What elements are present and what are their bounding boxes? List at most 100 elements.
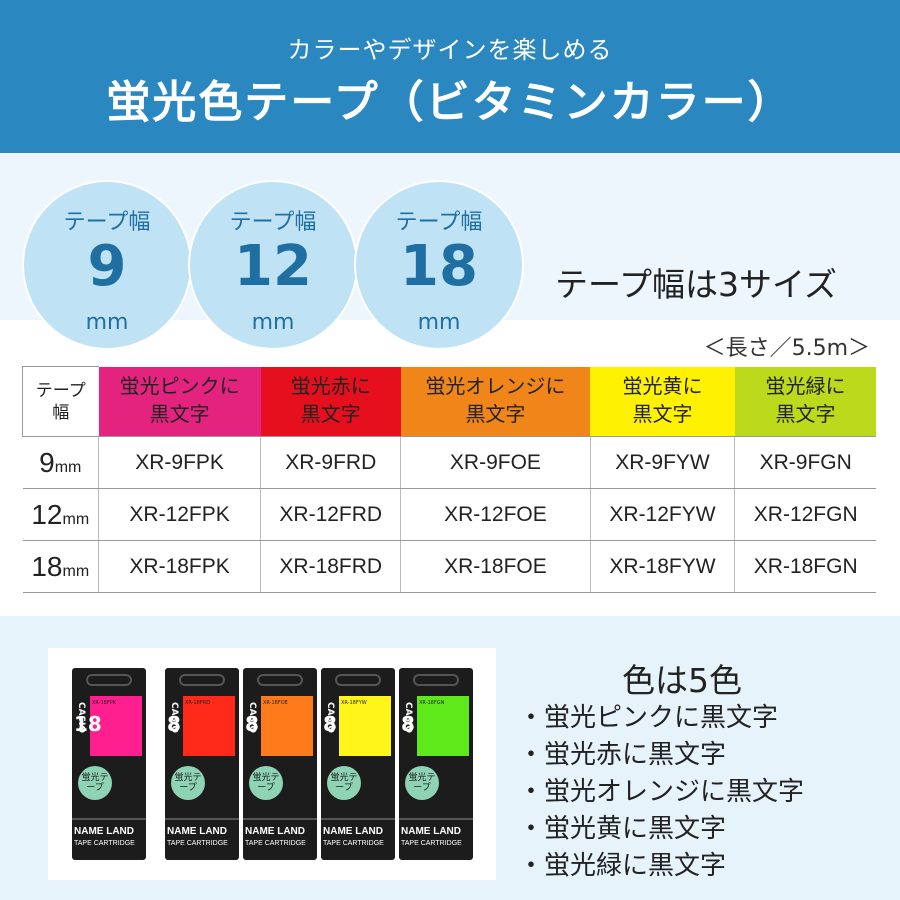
brand-subtitle: TAPE CARTRIDGE: [401, 840, 462, 847]
header-yellow: 蛍光黄に 黒文字: [590, 366, 735, 437]
product-code: XR-9FGN: [734, 436, 876, 489]
cartridge-size: 8: [245, 712, 259, 736]
width-circle-label: テープ幅: [63, 210, 151, 235]
width-circle-9: テープ幅 9 mm: [22, 180, 192, 350]
product-code: XR-12FPK: [97, 488, 261, 541]
cartridge-badge: 蛍光テープ: [327, 766, 361, 800]
header-line1: 蛍光黄に: [622, 376, 703, 399]
colors-list: 蛍光ピンクに黒文字 蛍光赤に黒文字 蛍光オレンジに黒文字 蛍光黄に黒文字 蛍光緑…: [518, 700, 804, 885]
width-circle-unit: mm: [417, 310, 461, 335]
hang-hole-icon: [86, 674, 132, 686]
cartridge-size: 8: [323, 712, 337, 736]
width-circle-unit: mm: [85, 310, 129, 335]
corner-header-line1: テープ: [35, 380, 86, 400]
cartridge-code: XR-18FRD: [185, 700, 211, 706]
brand-name: NAME LAND: [167, 826, 227, 837]
tape-window: XR-18FGN: [417, 696, 469, 756]
tape-window: XR-18FPK: [90, 696, 142, 756]
cartridge-code: XR-18FOE: [263, 700, 288, 706]
product-code: XR-18FPK: [97, 540, 261, 593]
header-line1: 蛍光緑に: [765, 376, 846, 399]
cartridge-size: 8: [401, 712, 415, 736]
tape-cartridge-orange: CASIO XR-18FOE 8 蛍光テープ NAME LAND TAPE CA…: [243, 668, 317, 860]
product-code: XR-9FOE: [400, 436, 591, 489]
tape-window: XR-18FYW: [339, 696, 391, 756]
hang-hole-icon: [257, 674, 303, 686]
table-row: 18mm XR-18FPK XR-18FRD XR-18FOE XR-18FYW…: [22, 540, 876, 593]
cartridge-badge: 蛍光テープ: [171, 766, 205, 800]
header-banner: カラーやデザインを楽しめる 蛍光色テープ（ビタミンカラー）: [0, 0, 900, 153]
colors-title: 色は5色: [622, 661, 742, 700]
divider: [321, 818, 395, 820]
header-line2: 黒文字: [149, 404, 210, 427]
header-line1: 蛍光オレンジに: [425, 376, 566, 399]
divider: [165, 818, 239, 820]
cartridge-code: XR-18FPK: [92, 700, 117, 706]
product-code: XR-18FRD: [260, 540, 401, 593]
header-title: 蛍光色テープ（ビタミンカラー）: [106, 77, 794, 128]
row-width: 9mm: [22, 436, 99, 489]
sizes-text: テープ幅は3サイズ: [555, 265, 838, 304]
tape-cartridge-red: CASIO XR-18FRD 8 蛍光テープ NAME LAND TAPE CA…: [165, 668, 239, 860]
tape-cartridge-yellow: CASIO XR-18FYW 8 蛍光テープ NAME LAND TAPE CA…: [321, 668, 395, 860]
row-width-unit: mm: [62, 510, 90, 528]
cartridge-badge: 蛍光テープ: [405, 766, 439, 800]
product-code: XR-18FOE: [400, 540, 591, 593]
brand-name: NAME LAND: [323, 826, 383, 837]
header-subtitle: カラーやデザインを楽しめる: [287, 36, 613, 64]
list-item: 蛍光黄に黒文字: [518, 811, 804, 848]
product-code: XR-9FRD: [260, 436, 401, 489]
header-line2: 黒文字: [632, 404, 693, 427]
cartridge-size: 18: [74, 712, 102, 736]
brand-subtitle: TAPE CARTRIDGE: [245, 840, 306, 847]
brand-name: NAME LAND: [74, 826, 134, 837]
width-circle-value: 18: [400, 234, 478, 299]
cartridge-badge: 蛍光テープ: [78, 766, 112, 800]
row-width-value: 9: [39, 446, 55, 478]
row-width-value: 12: [31, 498, 63, 530]
header-red: 蛍光赤に 黒文字: [260, 366, 401, 437]
tape-window: XR-18FOE: [261, 696, 313, 756]
width-circle-12: テープ幅 12 mm: [188, 180, 358, 350]
brand-name: NAME LAND: [401, 826, 461, 837]
row-width-unit: mm: [62, 562, 90, 580]
product-code: XR-12FGN: [734, 488, 876, 541]
product-photo: CASIO XR-18FPK 18 蛍光テープ NAME LAND TAPE C…: [48, 648, 496, 880]
width-circle-unit: mm: [251, 310, 295, 335]
width-circle-value: 12: [234, 234, 312, 299]
header-line1: 蛍光ピンクに: [119, 376, 240, 399]
header-green: 蛍光緑に 黒文字: [734, 366, 876, 437]
product-code: XR-9FPK: [97, 436, 261, 489]
header-line2: 黒文字: [300, 404, 361, 427]
list-item: 蛍光赤に黒文字: [518, 737, 804, 774]
cartridge-code: XR-18FGN: [419, 700, 445, 706]
product-code: XR-12FRD: [260, 488, 401, 541]
header-pink: 蛍光ピンクに 黒文字: [98, 366, 261, 437]
product-code: XR-18FYW: [589, 540, 735, 593]
product-code-table: テープ 幅 蛍光ピンクに 黒文字 蛍光赤に 黒文字 蛍光オレンジに 黒文字 蛍光黄に黒…: [22, 366, 876, 593]
width-circle-label: テープ幅: [229, 210, 317, 235]
width-circle-label: テープ幅: [395, 210, 483, 235]
cartridge-badge: 蛍光テープ: [249, 766, 283, 800]
row-width: 12mm: [22, 488, 99, 541]
corner-header-line2: 幅: [52, 402, 70, 422]
brand-name: NAME LAND: [245, 826, 305, 837]
table-row: 9mm XR-9FPK XR-9FRD XR-9FOE XR-9FYW XR-9…: [22, 436, 876, 489]
brand-subtitle: TAPE CARTRIDGE: [74, 840, 135, 847]
table-row: 12mm XR-12FPK XR-12FRD XR-12FOE XR-12FYW…: [22, 488, 876, 541]
brand-subtitle: TAPE CARTRIDGE: [167, 840, 228, 847]
corner-header: テープ 幅: [22, 366, 99, 437]
width-circle-value: 9: [87, 234, 127, 299]
row-width: 18mm: [22, 540, 99, 593]
hang-hole-icon: [335, 674, 381, 686]
divider: [243, 818, 317, 820]
hang-hole-icon: [413, 674, 459, 686]
length-note: ＜長さ／5.5m＞: [703, 336, 870, 361]
list-item: 蛍光ピンクに黒文字: [518, 700, 804, 737]
width-circle-18: テープ幅 18 mm: [354, 180, 524, 350]
brand-subtitle: TAPE CARTRIDGE: [323, 840, 384, 847]
table-header-row: テープ 幅 蛍光ピンクに 黒文字 蛍光赤に 黒文字 蛍光オレンジに 黒文字 蛍光黄に黒…: [22, 366, 876, 437]
divider: [399, 818, 473, 820]
header-line2: 黒文字: [465, 404, 526, 427]
cartridge-code: XR-18FYW: [341, 700, 367, 706]
